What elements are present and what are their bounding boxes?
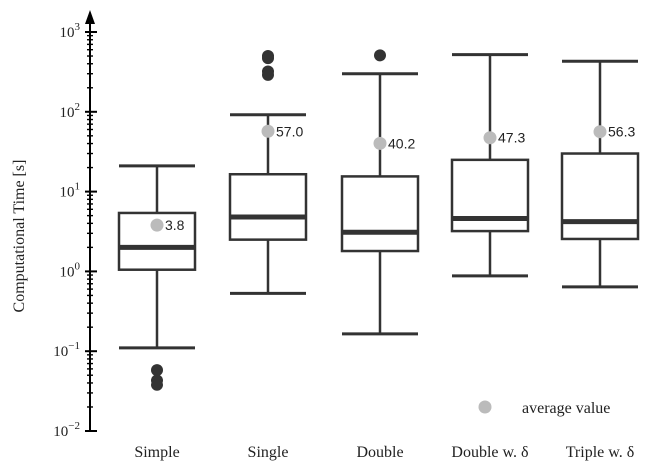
y-tick-label: 100	[60, 260, 81, 280]
y-tick-label: 102	[60, 101, 81, 121]
mean-point	[150, 218, 164, 232]
y-tick-label: 101	[60, 181, 81, 201]
box-group: 47.3	[450, 53, 530, 278]
y-tick-label: 10−1	[53, 340, 80, 360]
box-group: 57.0	[228, 50, 308, 295]
mean-label: 3.8	[165, 217, 185, 233]
mean-label: 56.3	[608, 124, 635, 140]
x-category-label: Double	[356, 444, 403, 461]
outlier-point	[262, 52, 274, 65]
y-tick-label: 103	[60, 21, 81, 41]
mean-point	[373, 136, 387, 150]
box-group: 3.8	[117, 164, 197, 391]
y-axis-label: Computational Time [s]	[11, 160, 28, 313]
x-axis-labels: Simple Single Double Double w. δ Triple w. δ	[134, 444, 634, 461]
x-category-label: Double w. δ	[451, 444, 528, 461]
box-group: 40.2	[340, 49, 420, 336]
outlier-point	[151, 364, 163, 377]
mean-label: 40.2	[388, 135, 415, 151]
outlier-point	[151, 378, 163, 391]
mean-point	[483, 131, 497, 145]
mean-point	[593, 125, 607, 139]
box-series: 3.8 57.0 40.2 47.3 56.3	[117, 49, 640, 391]
box-iqr	[228, 172, 308, 241]
y-axis-arrow	[85, 10, 95, 24]
x-category-label: Triple w. δ	[566, 444, 635, 461]
legend: average value	[478, 400, 610, 417]
mean-point	[261, 124, 275, 138]
y-tick-label: 10−2	[53, 420, 80, 440]
x-category-label: Single	[248, 444, 289, 461]
x-category-label: Simple	[134, 444, 179, 461]
legend-label: average value	[522, 400, 610, 417]
outlier-point	[374, 49, 386, 62]
mean-label: 47.3	[498, 130, 525, 146]
legend-marker	[478, 400, 492, 414]
box-iqr	[340, 175, 420, 253]
outlier-point	[262, 68, 274, 81]
box-group: 56.3	[560, 59, 640, 289]
y-axis: 10−2 10−1 100 101 102 103	[53, 10, 97, 440]
mean-label: 57.0	[276, 123, 303, 139]
box-iqr	[560, 152, 640, 241]
